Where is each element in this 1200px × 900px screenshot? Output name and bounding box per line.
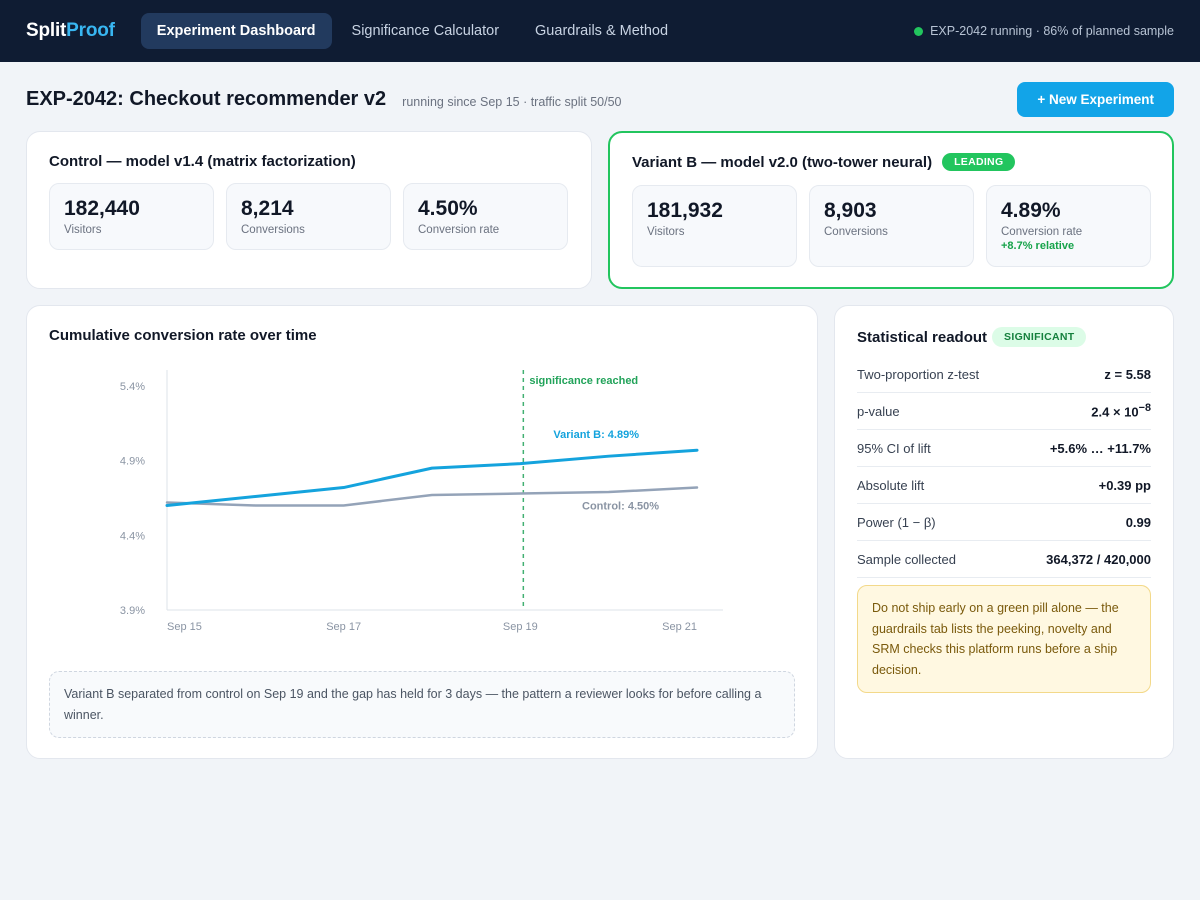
readout-label: Power (1 − β) [857, 514, 936, 530]
readout-value: 364,372 / 420,000 [1046, 551, 1151, 567]
series-label-control: Control: 4.50% [582, 501, 659, 513]
stat-label: Visitors [647, 226, 685, 238]
stat-label: Conversion rate [418, 224, 500, 236]
readout-row: 95% CI of lift +5.6% … +11.7% [857, 430, 1151, 467]
variant-card-title-text: Variant B — model v2.0 (two-tower neural… [632, 153, 933, 171]
control-card-title: Control — model v1.4 (matrix factorizati… [49, 153, 356, 170]
readout-value: +0.39 pp [1098, 477, 1151, 493]
stat-label: Conversions [824, 226, 888, 238]
brand-name-part2: Proof [66, 20, 115, 41]
relative-lift-note: +8.7% relative [1001, 240, 1075, 252]
ship-warning: Do not ship early on a green pill alone … [857, 585, 1151, 693]
stat-value: 8,214 [241, 197, 294, 220]
stat-value: 182,440 [64, 197, 140, 220]
x-tick-label: Sep 15 [167, 621, 202, 633]
series-label-variant-b: Variant B: 4.89% [553, 429, 639, 441]
tab-significance-calculator[interactable]: Significance Calculator [351, 23, 500, 39]
x-tick-label: Sep 19 [503, 621, 538, 633]
readout-value: +5.6% … +11.7% [1049, 440, 1151, 456]
readout-title: Statistical readout SIGNIFICANT [857, 327, 1087, 347]
significant-badge: SIGNIFICANT [992, 327, 1087, 347]
readout-row: Two-proportion z-test z = 5.58 [857, 356, 1151, 393]
stat-value: 8,903 [824, 199, 877, 222]
readout-label: Sample collected [857, 551, 956, 567]
y-tick-label: 4.4% [120, 530, 145, 542]
readout-row: Power (1 − β) 0.99 [857, 504, 1151, 541]
conversion-chart: 3.9% 4.4% 4.9% 5.4% Sep 15 Sep 17 Sep 19 Sep 21… [120, 370, 723, 633]
variant-card: Variant B — model v2.0 (two-tower neural… [608, 131, 1174, 289]
y-tick-label: 4.9% [120, 456, 145, 468]
variant-stats: 181,932 Visitors 8,903 Conversions 4.89%… [632, 185, 1151, 267]
variant-card-title: Variant B — model v2.0 (two-tower neural… [632, 153, 1016, 171]
stat-value: 181,932 [647, 199, 723, 222]
readout-value: z = 5.58 [1104, 366, 1151, 382]
readout-label: Two-proportion z-test [857, 366, 980, 382]
page-header: EXP-2042: Checkout recommender v2 runnin… [26, 82, 1174, 117]
readout-rows: Two-proportion z-test z = 5.58 p-value 2… [857, 356, 1151, 578]
statistical-readout-card: Statistical readout SIGNIFICANT Two-prop… [834, 305, 1174, 759]
page-subtitle: running since Sep 15 · traffic split 50/… [402, 94, 622, 109]
leading-badge: LEADING [942, 153, 1016, 171]
readout-label: Absolute lift [857, 477, 925, 493]
chart-card: Cumulative conversion rate over time 3.9… [26, 305, 818, 759]
variant-conversions-stat: 8,903 Conversions [809, 185, 974, 267]
control-visitors-stat: 182,440 Visitors [49, 183, 214, 250]
tab-experiment-dashboard[interactable]: Experiment Dashboard [140, 13, 332, 49]
series-line-control [165, 486, 699, 507]
chart-title: Cumulative conversion rate over time [49, 327, 317, 344]
readout-title-text: Statistical readout [857, 328, 988, 346]
stat-label: Conversions [241, 224, 305, 236]
variant-visitors-stat: 181,932 Visitors [632, 185, 797, 267]
top-nav: SplitProof Experiment Dashboard Signific… [0, 0, 1200, 62]
status-dot-icon [914, 26, 924, 36]
control-stats: 182,440 Visitors 8,214 Conversions 4.50%… [49, 183, 568, 250]
readout-value: 2.4 × 10 [1091, 404, 1139, 420]
readout-value: 0.99 [1125, 514, 1151, 530]
series-line-variant-b [165, 448, 699, 507]
variant-conversion-rate-stat: 4.89% Conversion rate +8.7% relative [986, 185, 1151, 267]
page-title: EXP-2042: Checkout recommender v2 [26, 88, 387, 110]
readout-label: 95% CI of lift [857, 440, 931, 456]
brand-logo[interactable]: SplitProof [26, 20, 115, 42]
brand-name-part1: Split [26, 20, 67, 41]
readout-label: p-value [857, 403, 900, 419]
significance-label: significance reached [529, 375, 638, 387]
stat-label: Conversion rate [1001, 226, 1083, 238]
run-status-text: EXP-2042 running · 86% of planned sample [930, 24, 1174, 38]
new-experiment-button[interactable]: + New Experiment [1017, 82, 1174, 117]
x-tick-label: Sep 21 [662, 621, 697, 633]
stat-value: 4.50% [418, 197, 478, 220]
readout-row: p-value 2.4 × 10−8 [857, 393, 1151, 430]
readout-exponent: −8 [1138, 402, 1151, 415]
stat-label: Visitors [64, 224, 102, 236]
y-tick-label: 5.4% [120, 381, 145, 393]
control-conversions-stat: 8,214 Conversions [226, 183, 391, 250]
chart-note: Variant B separated from control on Sep … [49, 671, 795, 738]
readout-value-p: 2.4 × 10−8 [1091, 402, 1151, 419]
readout-row: Sample collected 364,372 / 420,000 [857, 541, 1151, 578]
y-tick-label: 3.9% [120, 605, 145, 617]
control-conversion-rate-stat: 4.50% Conversion rate [403, 183, 568, 250]
run-status: EXP-2042 running · 86% of planned sample [914, 0, 1174, 62]
readout-row: Absolute lift +0.39 pp [857, 467, 1151, 504]
control-card: Control — model v1.4 (matrix factorizati… [26, 131, 592, 289]
x-tick-label: Sep 17 [326, 621, 361, 633]
tab-guardrails-method[interactable]: Guardrails & Method [535, 23, 669, 39]
stat-value: 4.89% [1001, 199, 1061, 222]
